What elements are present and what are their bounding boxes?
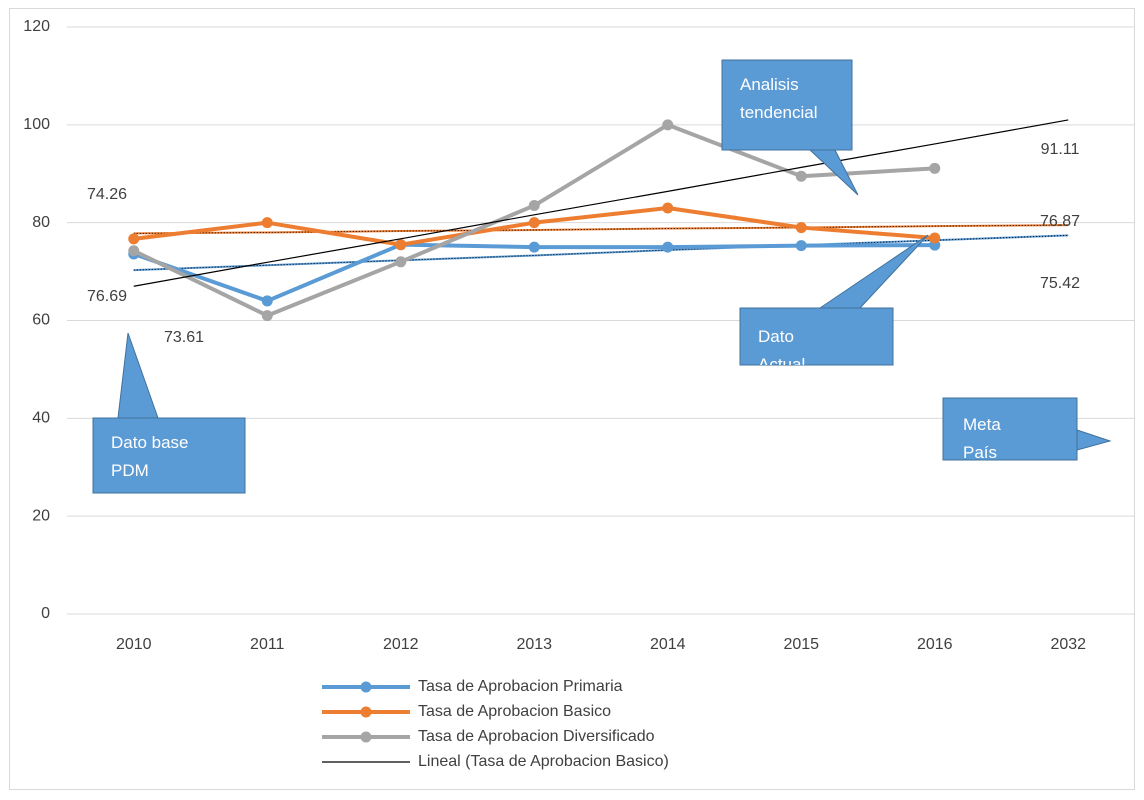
data-label: 75.42 <box>1040 275 1080 292</box>
y-tick-label: 0 <box>41 605 50 622</box>
data-point <box>128 245 140 257</box>
callout-text: Actual <box>758 355 805 374</box>
callout-text: Dato base <box>111 433 189 452</box>
data-point <box>261 310 273 322</box>
data-label: 76.87 <box>1040 213 1080 230</box>
data-point <box>795 222 807 234</box>
callout-box <box>942 397 1078 461</box>
data-point <box>662 241 674 253</box>
callout-box <box>92 417 246 494</box>
y-tick-label: 120 <box>23 18 50 35</box>
callout-text: Meta <box>963 415 1001 434</box>
y-tick-label: 20 <box>32 507 50 524</box>
x-tick-label: 2013 <box>516 636 552 653</box>
x-tick-label: 2012 <box>383 636 419 653</box>
data-point <box>929 232 941 244</box>
data-point <box>261 295 273 307</box>
callout: Meta País <box>942 397 1112 462</box>
x-tick-label: 2032 <box>1050 636 1086 653</box>
callout-pointer <box>1076 429 1112 451</box>
callout-text: PDM <box>111 461 149 480</box>
data-point <box>395 256 407 268</box>
callout-box <box>739 307 894 366</box>
x-tick-label: 2015 <box>783 636 819 653</box>
y-tick-label: 100 <box>23 116 50 133</box>
legend-label: Tasa de Aprobacion Basico <box>418 703 611 720</box>
data-label: 74.26 <box>87 186 127 203</box>
legend-label: Tasa de Aprobacion Diversificado <box>418 728 655 745</box>
callout-text: tendencial <box>740 103 818 122</box>
data-point <box>528 217 540 229</box>
callout-text: Analisis <box>740 75 799 94</box>
callout: Dato Actual <box>739 234 929 374</box>
legend-label: Lineal (Tasa de Aprobacion Basico) <box>418 753 669 770</box>
data-point <box>395 239 407 251</box>
data-point <box>261 217 273 229</box>
data-label: 91.11 <box>1041 141 1080 158</box>
legend-marker <box>360 706 372 718</box>
callout-text: País <box>963 443 997 462</box>
x-tick-label: 2010 <box>116 636 152 653</box>
x-tick-label: 2011 <box>250 636 285 653</box>
callout-text: Dato <box>758 327 794 346</box>
data-point <box>795 240 807 252</box>
callout-pointer <box>117 332 159 419</box>
data-label: 73.61 <box>164 329 204 346</box>
data-point <box>128 233 140 245</box>
x-tick-label: 2014 <box>650 636 686 653</box>
data-point <box>528 200 540 212</box>
data-label: 76.69 <box>87 288 127 305</box>
legend-marker <box>360 731 372 743</box>
y-tick-label: 40 <box>32 410 50 427</box>
callout-pointer <box>809 149 859 196</box>
y-tick-label: 60 <box>32 312 50 329</box>
x-tick-label: 2016 <box>917 636 953 653</box>
data-point <box>662 202 674 214</box>
trend-line <box>133 234 1069 272</box>
callout: Analisis tendencial <box>721 59 859 196</box>
legend-label: Tasa de Aprobacion Primaria <box>418 678 623 695</box>
trend-line <box>133 224 1069 235</box>
y-tick-label: 80 <box>32 214 50 231</box>
trend-line <box>133 119 1069 287</box>
callout-pointer <box>819 234 929 309</box>
legend-marker <box>360 681 372 693</box>
data-point <box>528 241 540 253</box>
callout: Dato base PDM <box>92 332 246 494</box>
data-point <box>795 170 807 182</box>
callout-box <box>721 59 853 151</box>
data-point <box>929 162 941 174</box>
data-point <box>662 119 674 131</box>
